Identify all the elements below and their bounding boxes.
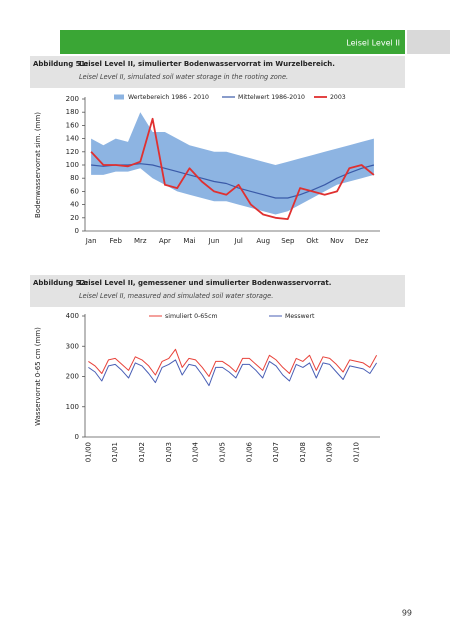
x-tick-label: Jan xyxy=(85,237,97,245)
y-tick-label: 180 xyxy=(66,108,79,116)
x-tick-label: Feb xyxy=(110,237,123,245)
caption-subtitle: Leisel Level II, simulated soil water st… xyxy=(79,73,288,81)
x-tick-label: Apr xyxy=(159,237,171,245)
x-tick-label: 01/02 xyxy=(138,442,146,462)
legend-label: simuliert 0-65cm xyxy=(165,313,218,320)
x-tick-label: 01/00 xyxy=(84,442,92,462)
caption-box xyxy=(30,56,405,88)
y-tick-label: 60 xyxy=(70,187,79,195)
x-tick-label: Aug xyxy=(256,237,270,245)
y-tick-label: 80 xyxy=(70,174,79,182)
legend-label: Wertebereich 1986 - 2010 xyxy=(128,94,209,101)
y-tick-label: 0 xyxy=(75,433,79,441)
y-tick-label: 160 xyxy=(66,121,79,129)
series-line xyxy=(88,348,378,377)
x-tick-label: Jun xyxy=(208,237,220,245)
y-tick-label: 100 xyxy=(66,403,79,411)
caption-label: Abbildung 51: xyxy=(33,60,88,68)
y-axis-title: Bodenwasservorrat sim. (mm) xyxy=(34,112,42,218)
x-tick-label: 01/06 xyxy=(245,441,253,462)
x-tick-label: 01/03 xyxy=(165,442,173,462)
x-tick-label: 01/10 xyxy=(353,442,361,462)
series-line xyxy=(90,117,375,220)
y-tick-label: 100 xyxy=(66,161,79,169)
series-line xyxy=(91,163,375,199)
x-tick-label: 01/08 xyxy=(299,442,307,462)
caption-title: Leisel Level II, gemessener und simulier… xyxy=(79,279,331,287)
legend-label: Mittelwert 1986-2010 xyxy=(238,94,305,101)
legend-swatch xyxy=(114,94,124,100)
y-tick-label: 200 xyxy=(66,95,79,103)
x-tick-label: Sep xyxy=(281,237,295,245)
x-tick-label: Mrz xyxy=(134,237,147,245)
x-tick-label: Nov xyxy=(330,237,344,245)
section-title: Leisel Level II xyxy=(346,39,400,48)
caption-subtitle: Leisel Level II, measured and simulated … xyxy=(79,292,273,300)
legend-label: Messwert xyxy=(285,313,315,320)
x-tick-label: Mai xyxy=(183,237,195,245)
caption-title: Leisel Level II, simulierter Bodenwasser… xyxy=(79,60,335,68)
y-tick-label: 300 xyxy=(66,342,79,350)
x-tick-label: Jul xyxy=(233,237,243,245)
x-tick-label: 01/07 xyxy=(272,442,280,462)
y-tick-label: 200 xyxy=(66,373,79,381)
series-line xyxy=(88,359,378,387)
x-tick-label: 01/01 xyxy=(111,442,119,462)
y-tick-label: 140 xyxy=(66,135,79,143)
section-bar xyxy=(60,30,405,54)
x-tick-label: 01/05 xyxy=(218,442,226,462)
x-tick-label: Okt xyxy=(306,237,319,245)
caption-box xyxy=(30,275,405,307)
y-tick-label: 0 xyxy=(75,227,79,235)
y-tick-label: 20 xyxy=(70,214,79,222)
y-tick-label: 120 xyxy=(66,148,79,156)
page-number: 99 xyxy=(402,609,412,618)
section-tab xyxy=(407,30,450,54)
legend-label: 2003 xyxy=(330,94,346,101)
y-tick-label: 40 xyxy=(70,201,79,209)
y-axis-title: Wasservorrat 0-65 cm (mm) xyxy=(34,327,42,426)
x-tick-label: 01/04 xyxy=(192,441,200,462)
caption-label: Abbildung 52: xyxy=(33,279,88,287)
x-tick-label: 01/09 xyxy=(326,442,334,462)
x-tick-label: Dez xyxy=(355,237,369,245)
y-tick-label: 400 xyxy=(66,312,79,320)
